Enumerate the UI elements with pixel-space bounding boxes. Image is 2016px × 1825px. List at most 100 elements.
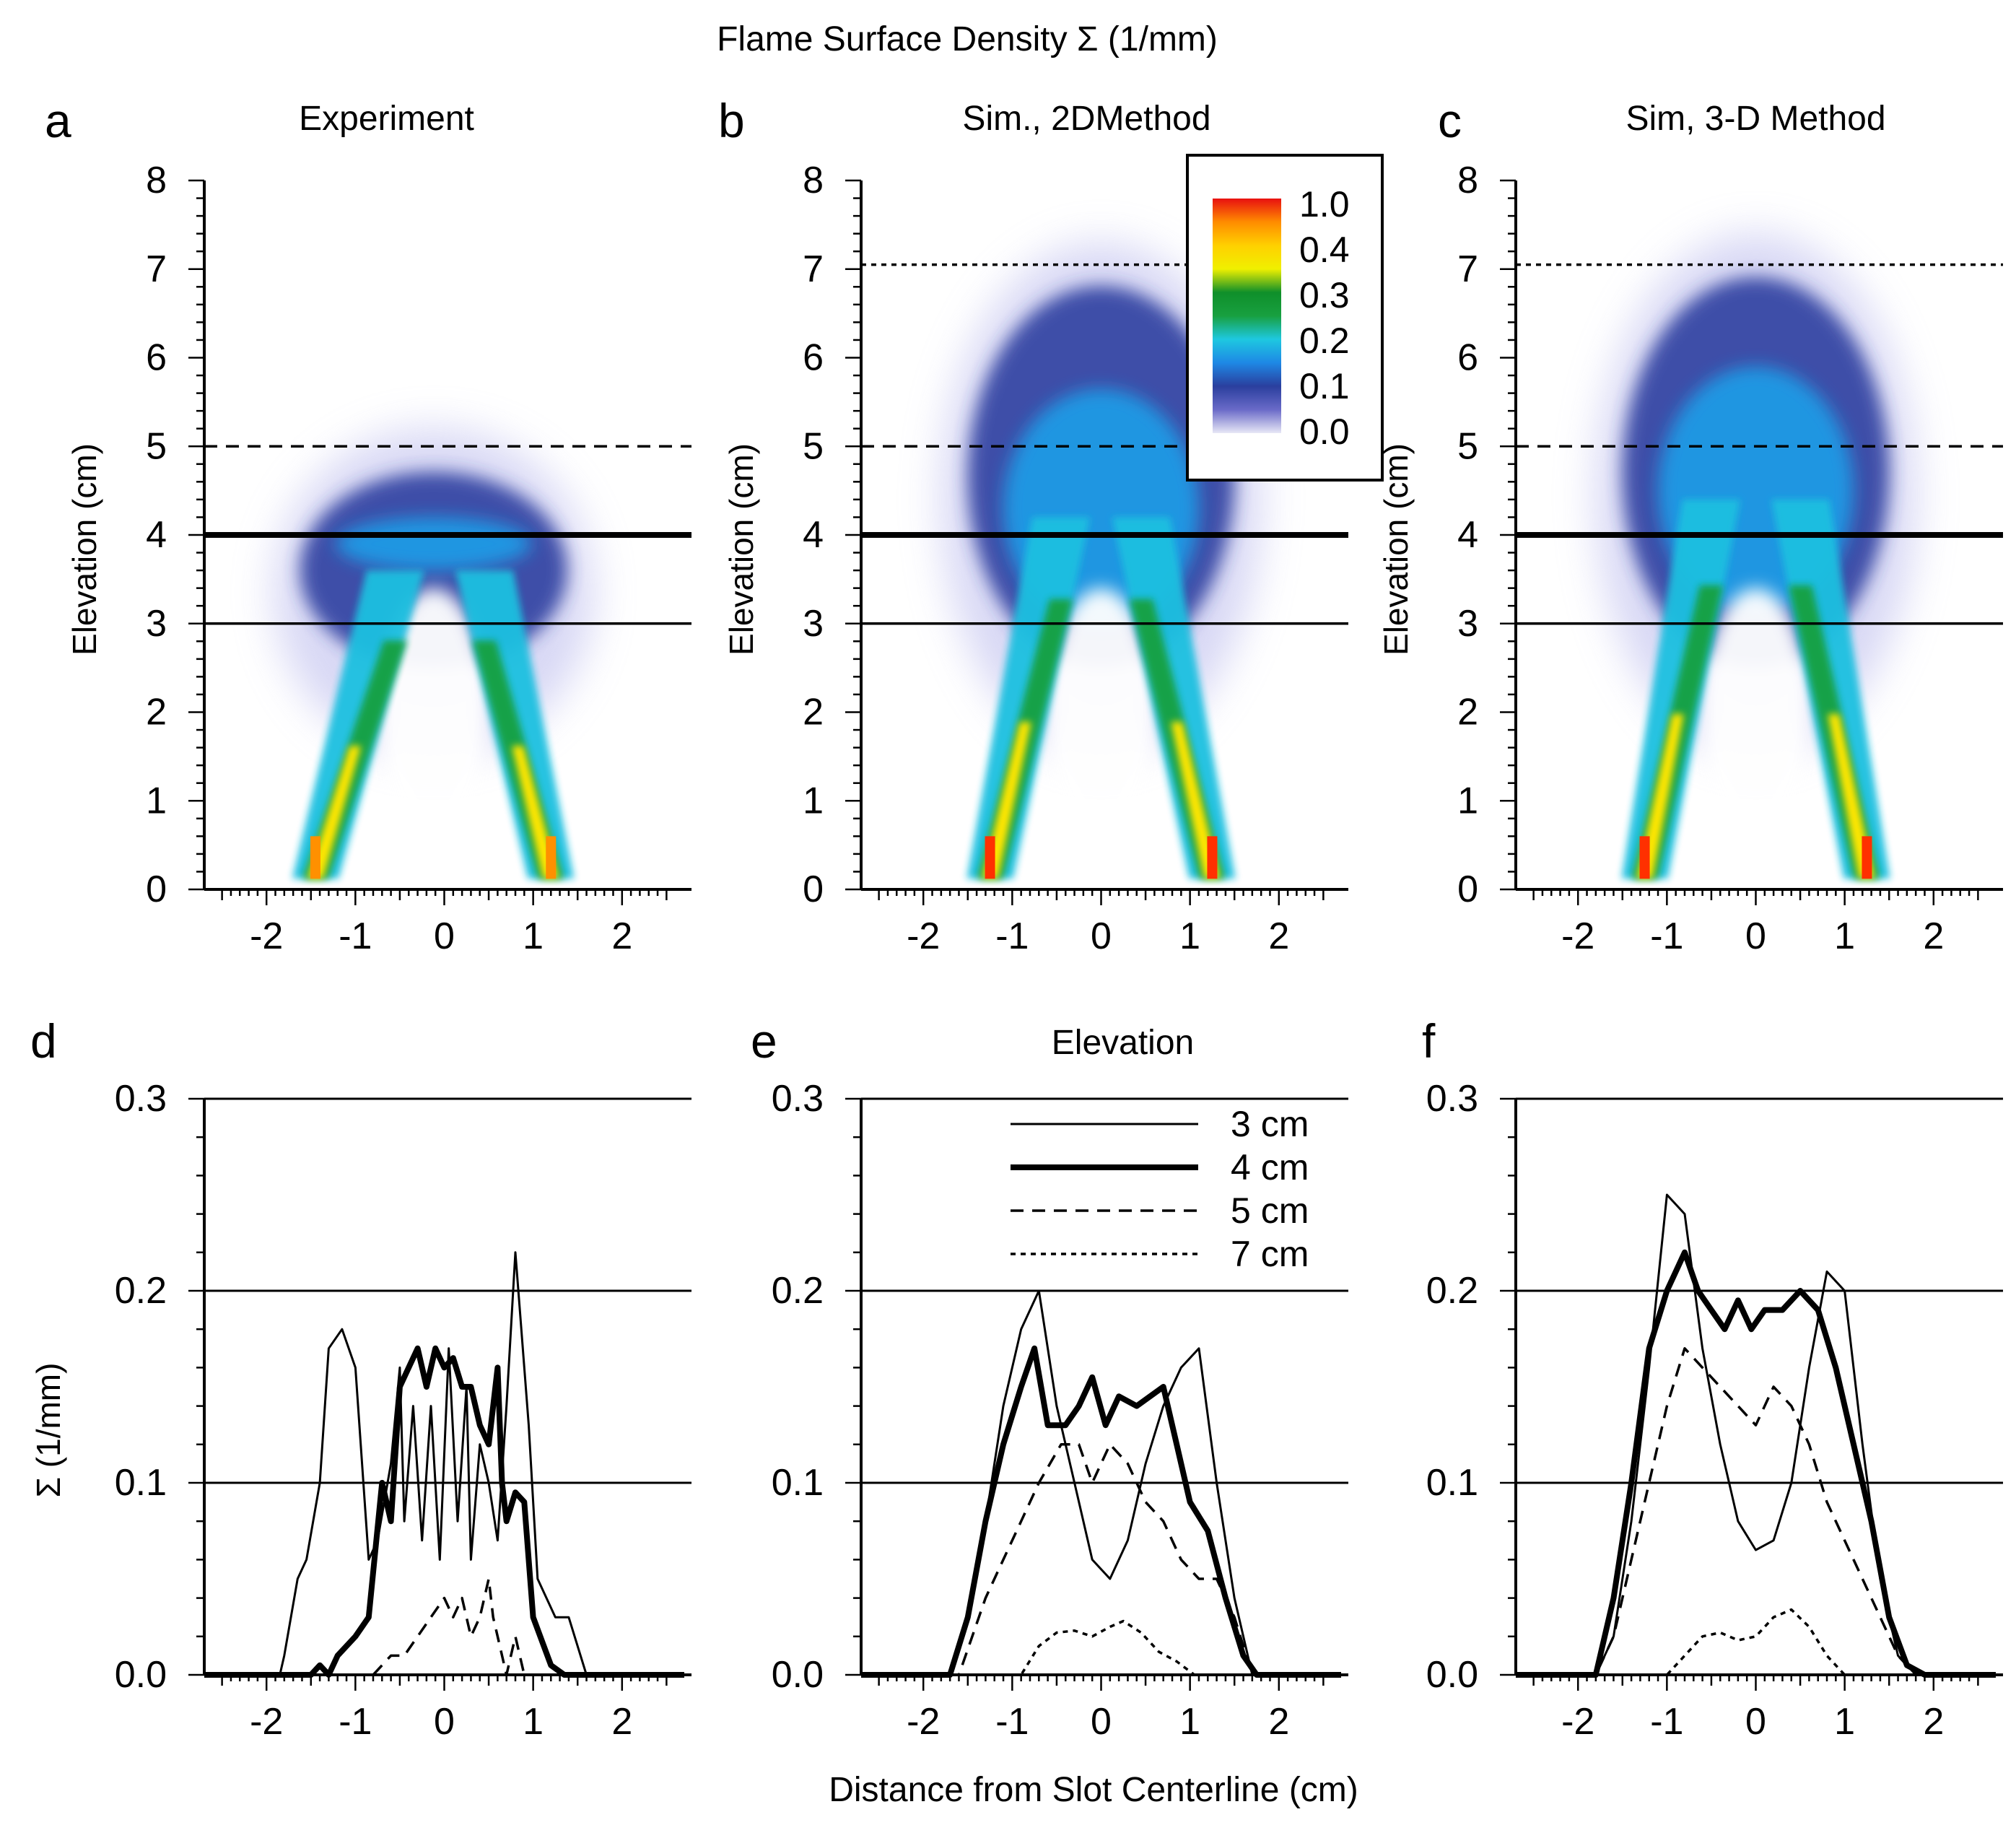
- panel-title-c: Sim, 3-D Method: [1626, 100, 1885, 138]
- y-tick-label: 3: [803, 603, 824, 645]
- y-tick-label: 3: [146, 603, 167, 645]
- colorbar-label: 0.1: [1299, 366, 1350, 406]
- y-tick-label: 1: [803, 780, 824, 822]
- x-tick-label: 1: [1179, 915, 1200, 957]
- panel-c: c Sim, 3-D Method-2 -1 0 1 2012345678Elevatio…: [1377, 94, 2003, 957]
- y-axis-label: Σ (1/mm): [30, 1363, 67, 1498]
- x-tick-label: -1: [1650, 1701, 1683, 1743]
- heat-gap: [1702, 588, 1810, 837]
- colorbar: 1.0 0.4 0.3 0.2 0.1 0.0: [1186, 154, 1384, 482]
- y-tick-label: 0.2: [772, 1270, 824, 1312]
- x-tick-label: 1: [523, 1701, 544, 1743]
- y-tick-label: 8: [146, 160, 167, 201]
- panel-f: f -2 -1 0 1 2 0.0 0.1 0.2 0.3: [1422, 1014, 2003, 1743]
- x-tick-label: 0: [1745, 915, 1766, 957]
- series-line-4cm: [861, 1345, 1341, 1678]
- colorbar-ramp: [1213, 199, 1281, 433]
- panel-letter-a: a: [45, 94, 71, 147]
- x-tick-label: -2: [250, 915, 283, 957]
- heat-leg-yellow: [307, 746, 362, 879]
- y-tick-label: 2: [1457, 692, 1478, 733]
- panel-b: b Sim., 2DMethod -2 -1 0 1 2 0 1 2 3 4 5 6 7 8 Elevation…: [718, 94, 1348, 957]
- x-tick-label: 1: [523, 915, 544, 957]
- x-tick-label: 0: [434, 915, 455, 957]
- heat-leg-base: [1207, 836, 1218, 879]
- panel-title-e: Elevation: [1052, 1024, 1194, 1062]
- y-tick-label: 3: [1457, 603, 1478, 645]
- x-axis-label: Distance from Slot Centerline (cm): [829, 1771, 1358, 1809]
- colorbar-label: 0.3: [1299, 275, 1350, 315]
- y-tick-label: 0: [803, 868, 824, 910]
- panel-a: a Experiment -2 -1 0 1 2 0 1 2 3 4 5 6 7 8 Elevation (cm…: [45, 94, 691, 957]
- y-tick-label: 0.1: [772, 1462, 824, 1504]
- panel-d: d -2 -1 0 1 2 0.0 0.1 0.2 0.3 Σ (1/mm): [30, 1014, 691, 1743]
- y-tick-label: 5: [146, 425, 167, 467]
- series-line-3cm: [204, 1251, 684, 1676]
- series-line-5cm: [372, 1577, 526, 1676]
- y-axis-label: Elevation (cm): [66, 443, 103, 655]
- heat-gap: [1047, 588, 1155, 837]
- heat-leg-base: [985, 836, 995, 879]
- legend-label: 5 cm: [1231, 1190, 1309, 1231]
- legend-label: 4 cm: [1231, 1147, 1309, 1188]
- x-tick-label: 2: [611, 1701, 632, 1743]
- y-tick-label: 2: [146, 692, 167, 733]
- x-tick-label: -2: [1561, 1701, 1594, 1743]
- y-tick-label: 7: [146, 248, 167, 290]
- legend-label: 7 cm: [1231, 1234, 1309, 1274]
- x-tick-label: -1: [1650, 915, 1683, 957]
- legend: 3 cm4 cm5 cm7 cm: [1011, 1104, 1309, 1274]
- y-tick-label: 0.3: [1426, 1078, 1478, 1120]
- y-tick-label: 6: [146, 337, 167, 379]
- panel-e: e Elevation -2 -1 0 1 2 0.0 0.1 0.2 0.3 3 cm4 cm5 c…: [751, 1014, 1348, 1743]
- x-tick-label: 1: [1179, 1701, 1200, 1743]
- y-tick-label: 6: [1457, 337, 1478, 379]
- panel-letter-e: e: [751, 1014, 777, 1068]
- x-tick-label: -1: [339, 915, 372, 957]
- heat-leg-base: [546, 836, 557, 879]
- x-tick-label: 2: [1268, 1701, 1289, 1743]
- y-tick-label: 8: [803, 160, 824, 201]
- x-tick-label: -2: [250, 1701, 283, 1743]
- x-tick-label: -1: [339, 1701, 372, 1743]
- panel-letter-c: c: [1438, 94, 1462, 147]
- y-tick-label: 0.1: [1426, 1462, 1478, 1504]
- x-tick-label: -2: [907, 1701, 940, 1743]
- heat-leg-base: [1639, 836, 1650, 879]
- y-tick-label: 5: [1457, 425, 1478, 467]
- legend-label: 3 cm: [1231, 1104, 1309, 1144]
- x-tick-label: 0: [1091, 915, 1112, 957]
- heat-leg-base: [1862, 836, 1872, 879]
- x-tick-label: 2: [1923, 915, 1944, 957]
- colorbar-label: 0.2: [1299, 321, 1350, 361]
- panel-title-b: Sim., 2DMethod: [962, 100, 1210, 138]
- y-tick-label: 0.0: [115, 1654, 167, 1696]
- y-tick-label: 2: [803, 692, 824, 733]
- series-line-5cm: [861, 1443, 1341, 1676]
- heat-gap: [380, 588, 487, 837]
- y-tick-label: 4: [803, 514, 824, 556]
- y-tick-label: 0: [146, 868, 167, 910]
- colorbar-label: 1.0: [1299, 184, 1350, 225]
- x-tick-label: 1: [1834, 915, 1855, 957]
- heatmap-b: [941, 242, 1262, 879]
- y-tick-label: 8: [1457, 160, 1478, 201]
- y-tick-label: 0: [1457, 868, 1478, 910]
- colorbar-label: 0.4: [1299, 230, 1350, 270]
- y-tick-label: 7: [803, 248, 824, 290]
- x-tick-label: -2: [907, 915, 940, 957]
- x-tick-label: 2: [1923, 1701, 1944, 1743]
- y-tick-label: 0.3: [115, 1078, 167, 1120]
- series-line-3cm: [1516, 1193, 1996, 1676]
- figure-title: Flame Surface Density Σ (1/mm): [717, 20, 1218, 58]
- y-tick-label: 1: [1457, 780, 1478, 822]
- colorbar-label: 0.0: [1299, 411, 1350, 452]
- x-tick-label: -2: [1561, 915, 1594, 957]
- series-line-4cm: [204, 1345, 684, 1678]
- x-tick-label: 1: [1834, 1701, 1855, 1743]
- x-tick-label: 2: [1268, 915, 1289, 957]
- x-tick-label: 0: [1091, 1701, 1112, 1743]
- x-tick-label: 2: [611, 915, 632, 957]
- y-tick-label: 4: [146, 514, 167, 556]
